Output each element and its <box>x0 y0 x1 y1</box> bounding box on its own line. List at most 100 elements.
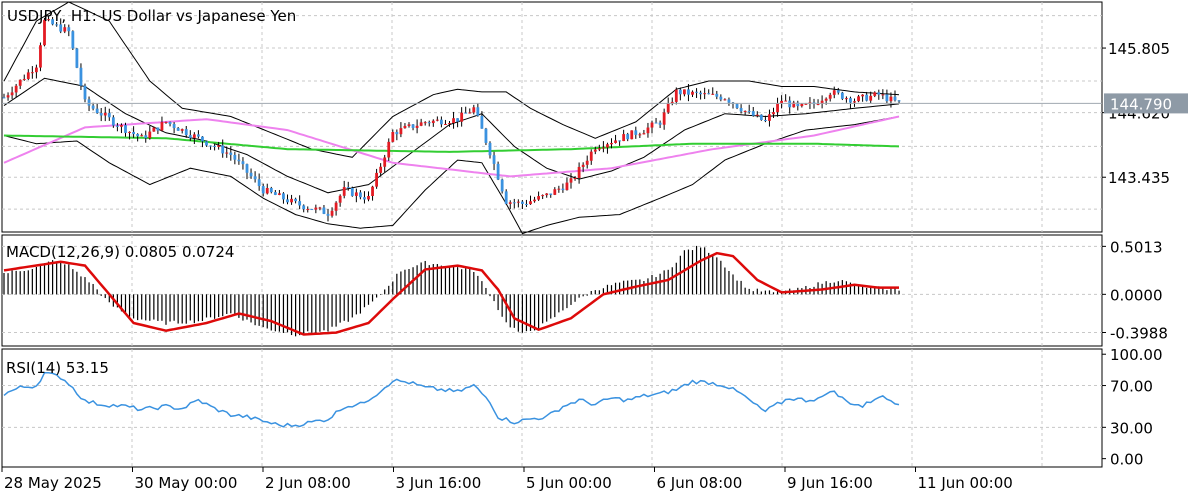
rsi-panel-frame <box>1 348 1103 468</box>
bollinger-middle <box>3 77 900 194</box>
candle-bear <box>759 114 763 120</box>
candle-bear <box>496 163 500 180</box>
candle-bear <box>618 140 621 142</box>
candle-bull <box>804 103 808 105</box>
macd-signal-line <box>3 251 899 336</box>
candle-bear <box>184 129 188 136</box>
rsi-label: RSI(14) 53.15 <box>6 359 109 377</box>
candle-bear <box>87 99 91 106</box>
rsi-tick-label: 0.00 <box>1110 451 1143 469</box>
candle-bull <box>800 103 804 107</box>
candle-bull <box>573 178 577 180</box>
candle-bull <box>415 125 419 128</box>
candle-bull <box>120 125 123 127</box>
candle-bear <box>849 98 852 103</box>
candle-bear <box>168 121 172 125</box>
candle-bull <box>784 100 788 102</box>
candle-bull <box>642 133 646 135</box>
candle-bear <box>561 188 565 191</box>
macd-tick-label: -0.3988 <box>1110 324 1168 342</box>
candle-bear <box>294 198 297 202</box>
candle-bull <box>10 92 14 96</box>
candle-bull <box>650 122 654 128</box>
candle-bear <box>877 92 881 95</box>
chart-title: USDJPY, H1: US Dollar vs Japanese Yen <box>7 7 296 25</box>
candle-bull <box>873 92 877 96</box>
candle-bull <box>306 209 310 211</box>
candle-bull <box>314 207 318 210</box>
candle-bull <box>585 160 589 165</box>
candle-bear <box>51 19 54 25</box>
candle-bear <box>249 172 253 177</box>
candle-bull <box>290 198 293 203</box>
candle-bull <box>140 135 144 137</box>
candle-bear <box>836 90 840 93</box>
candle-bear <box>197 134 200 137</box>
candle-bull <box>444 123 447 125</box>
rsi-tick-label: 70.00 <box>1110 378 1153 396</box>
candle-bull <box>824 98 828 101</box>
candle-bear <box>144 135 148 139</box>
candle-bull <box>18 79 22 86</box>
candle-bull <box>354 192 358 196</box>
candle-bear <box>492 155 496 164</box>
candle-bull <box>148 131 152 139</box>
candle-bear <box>172 124 176 129</box>
candle-bull <box>662 112 666 125</box>
candle-bear <box>107 112 111 118</box>
time-axis: 28 May 2025 30 May 00:00 2 Jun 08:00 3 Jun … <box>1 467 1013 492</box>
candle-bull <box>869 95 873 101</box>
candle-bear <box>111 117 115 126</box>
candle-bull <box>666 103 670 113</box>
price-tick-label: 145.805 <box>1108 40 1170 58</box>
candle-bull <box>602 147 605 149</box>
candle-bear <box>156 127 160 131</box>
candle-bull <box>265 187 269 194</box>
candle-bear <box>95 108 99 114</box>
candle-bull <box>772 112 775 115</box>
candle-bull <box>103 112 107 116</box>
macd-panel-frame <box>1 234 1103 347</box>
candle-bull <box>379 166 383 173</box>
price-tick-label: 143.435 <box>1108 169 1170 187</box>
candle-bear <box>893 96 897 101</box>
candle-bear <box>116 125 119 127</box>
bollinger-upper <box>3 1 900 158</box>
candle-bull <box>22 78 26 80</box>
candle-bull <box>435 119 439 121</box>
candle-bull <box>881 94 885 96</box>
candle-bull <box>330 210 334 216</box>
candle-bear <box>500 179 504 192</box>
candle-bear <box>897 100 901 102</box>
candle-bear <box>464 112 468 114</box>
candle-bull <box>533 199 536 202</box>
candle-bull <box>861 94 864 97</box>
candle-bear <box>626 134 630 140</box>
candle-bull <box>557 188 561 190</box>
candle-bear <box>480 115 484 129</box>
candle-bull <box>581 164 585 167</box>
time-tick-label: 6 Jun 08:00 <box>657 474 743 492</box>
candle-bull <box>399 128 403 135</box>
candle-bear <box>257 179 261 187</box>
current-price-tag: 144.790 <box>1104 93 1188 114</box>
candle-bear <box>699 92 702 95</box>
candle-bull <box>338 195 342 203</box>
candle-bull <box>889 96 893 102</box>
candle-bull <box>674 89 678 102</box>
candle-bear <box>395 131 399 135</box>
candle-bull <box>342 187 346 196</box>
candle-bear <box>99 113 103 116</box>
candle-bear <box>715 93 719 97</box>
candle-bear <box>205 141 208 146</box>
candle-bear <box>286 199 289 203</box>
candle-bear <box>521 201 524 204</box>
candle-bull <box>192 134 196 138</box>
candle-bull <box>403 125 407 129</box>
time-tick-label: 9 Jun 16:00 <box>787 474 873 492</box>
candle-bear <box>282 193 285 200</box>
candle-bear <box>245 164 249 173</box>
candle-bull <box>225 152 229 154</box>
